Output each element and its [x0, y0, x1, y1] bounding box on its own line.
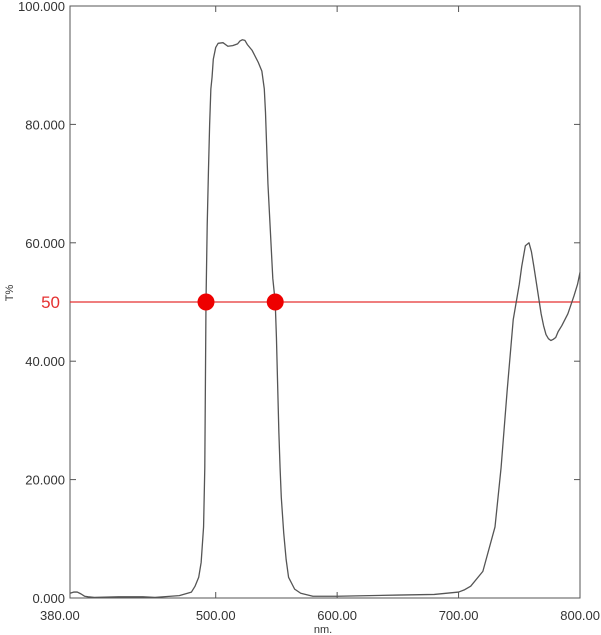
y-axis-label: T%	[4, 285, 16, 302]
x-tick-label: 500.00	[196, 608, 236, 623]
y-tick-label: 100.000	[18, 0, 65, 14]
y-tick-label: 20.000	[25, 473, 65, 488]
x-tick-label: 700.00	[439, 608, 479, 623]
reference-line-group: 50	[41, 293, 580, 312]
series-layer	[69, 39, 581, 599]
crossing-marker	[266, 293, 284, 311]
x-tick-label: 800.00	[560, 608, 600, 623]
y-tick-label: 0.000	[32, 591, 65, 606]
marker-layer	[197, 293, 284, 311]
tick-layer: 0.000 20.000 40.000 60.000 80.000 100.000 380.…	[18, 0, 600, 623]
y-tick-label: 80.000	[25, 117, 65, 132]
crossing-marker	[197, 293, 215, 311]
y-tick-label: 40.000	[25, 354, 65, 369]
x-tick-label: 380.00	[40, 608, 80, 623]
transmittance-series-line	[69, 39, 581, 599]
reference-line-label: 50	[41, 293, 60, 312]
x-axis-label: nm.	[314, 624, 332, 635]
x-tick-label: 600.00	[317, 608, 357, 623]
y-tick-label: 60.000	[25, 236, 65, 251]
